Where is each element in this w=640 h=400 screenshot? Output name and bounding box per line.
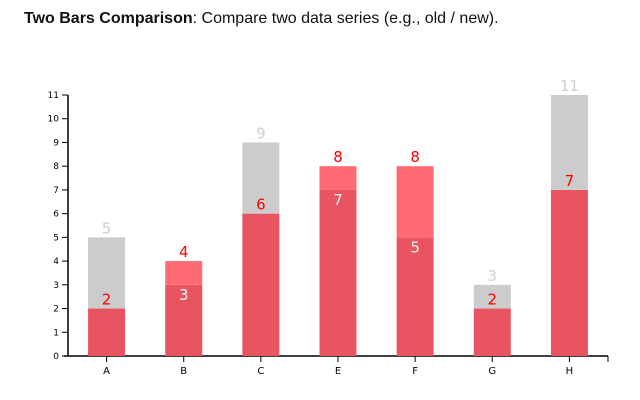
bar-overlap-A	[88, 308, 126, 356]
old-value-label: 7	[333, 191, 343, 209]
x-tick-label: C	[257, 366, 264, 377]
old-value-label: 9	[256, 124, 266, 142]
old-value-label: 11	[560, 77, 579, 95]
bar-overlap-H	[550, 189, 588, 356]
y-tick-label: 5	[53, 233, 59, 243]
chart-heading: Two Bars Comparison: Compare two data se…	[24, 10, 499, 28]
y-tick-label: 4	[53, 257, 59, 267]
new-value-label: 2	[488, 291, 498, 309]
new-value-label: 4	[179, 243, 189, 261]
chart-title: Two Bars Comparison	[24, 10, 193, 27]
old-value-label: 3	[179, 286, 189, 304]
new-value-label: 6	[256, 196, 266, 214]
x-tick-label: A	[103, 366, 110, 377]
bar-old-excess-G	[473, 284, 511, 309]
bar-overlap-C	[242, 213, 280, 356]
bar-new-increase-B	[165, 261, 203, 285]
y-tick-label: 0	[53, 352, 59, 362]
x-tick-label: H	[566, 366, 574, 377]
bar-overlap-E	[319, 189, 357, 356]
bar-new-increase-E	[319, 166, 357, 190]
y-tick-label: 10	[48, 115, 60, 125]
new-value-label: 7	[565, 172, 575, 190]
data-labels: 5 2 4 3 9 6 8 7 8 5 3 2 11 7	[102, 77, 579, 309]
chart-subtitle: : Compare two data series (e.g., old / n…	[192, 10, 499, 27]
y-tick-label: 11	[48, 91, 59, 101]
bar-overlap-G	[473, 308, 511, 356]
bar-overlap-B	[165, 284, 203, 356]
bar-new-increase-F	[396, 166, 434, 238]
y-tick-label: 7	[53, 186, 59, 196]
x-tick-label: G	[488, 366, 496, 377]
bar-old-excess-A	[88, 237, 126, 309]
y-tick-label: 1	[53, 328, 59, 338]
y-tick-label: 6	[53, 210, 59, 220]
new-value-label: 8	[410, 148, 420, 166]
bars	[88, 95, 588, 356]
new-value-label: 8	[333, 148, 343, 166]
y-tick-label: 8	[53, 162, 59, 172]
y-axis: 0 1 2 3 4 5 6 7 8 9 10 11	[48, 91, 69, 362]
new-value-label: 2	[102, 291, 112, 309]
old-value-label: 3	[488, 267, 498, 285]
old-value-label: 5	[410, 238, 420, 256]
bar-old-excess-C	[242, 142, 280, 214]
bar-overlap-F	[396, 237, 434, 356]
y-tick-label: 3	[53, 281, 59, 291]
x-tick-label: F	[412, 366, 418, 377]
x-tick-label: B	[180, 366, 187, 377]
old-value-label: 5	[102, 219, 112, 237]
x-tick-label: E	[335, 366, 341, 377]
bar-old-excess-H	[550, 95, 588, 190]
y-tick-label: 2	[53, 305, 59, 315]
y-tick-label: 9	[53, 138, 59, 148]
